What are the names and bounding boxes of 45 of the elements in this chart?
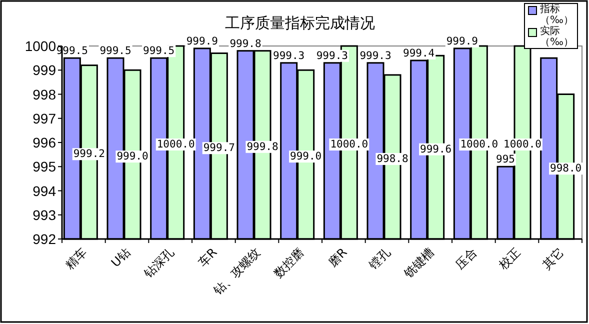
x-tick-label: 钻深孔 bbox=[140, 245, 176, 282]
legend-label: 指标（‰） bbox=[540, 4, 574, 26]
x-tick-label: 车R bbox=[196, 245, 220, 270]
data-label: 999.6 bbox=[420, 143, 452, 156]
data-label: 998.8 bbox=[376, 152, 408, 165]
x-tick-label: 镗孔 bbox=[366, 245, 394, 273]
x-tick-label: U钻 bbox=[108, 245, 134, 270]
data-label: 995 bbox=[496, 154, 515, 166]
data-label: 1000.0 bbox=[460, 138, 498, 150]
data-label: 998.0 bbox=[550, 162, 582, 175]
data-label: 999.9 bbox=[446, 35, 478, 48]
data-label: 999.3 bbox=[273, 50, 305, 62]
data-label: 999.0 bbox=[290, 150, 322, 163]
y-tick-label: 1000 bbox=[24, 38, 56, 54]
data-label: 999.2 bbox=[73, 148, 105, 160]
legend-label: 实际（‰） bbox=[540, 26, 574, 48]
x-tick-label: 校正 bbox=[496, 245, 524, 273]
y-tick-label: 995 bbox=[32, 158, 56, 175]
x-tick-label: 精车 bbox=[62, 245, 90, 272]
y-tick-label: 994 bbox=[32, 182, 56, 199]
y-tick-label: 992 bbox=[32, 231, 56, 247]
data-label: 999.5 bbox=[143, 45, 175, 58]
x-tick-label: 磨R bbox=[326, 245, 350, 270]
chart-title: 工序质量指标完成情况 bbox=[225, 14, 375, 32]
data-label: 1000.0 bbox=[504, 138, 542, 150]
data-label: 999.3 bbox=[360, 50, 392, 62]
y-tick-label: 996 bbox=[32, 134, 56, 150]
y-tick-label: 998 bbox=[32, 86, 56, 102]
y-tick-label: 999 bbox=[32, 62, 56, 78]
data-label: 999.4 bbox=[403, 47, 435, 60]
data-label: 999.5 bbox=[100, 45, 132, 58]
x-tick-label: 数控磨 bbox=[271, 245, 306, 281]
data-label: 999.8 bbox=[230, 38, 262, 50]
x-tick-label: 其它 bbox=[540, 245, 566, 272]
x-tick-label: 压合 bbox=[452, 245, 480, 272]
x-tick-label: 铣键槽 bbox=[400, 245, 436, 282]
data-label: 1000.0 bbox=[156, 138, 195, 150]
y-tick-label: 993 bbox=[32, 206, 56, 223]
data-label: 999.9 bbox=[186, 35, 218, 48]
data-label: 999.8 bbox=[246, 140, 278, 153]
data-label: 999.3 bbox=[316, 50, 348, 62]
data-label: 999.0 bbox=[116, 150, 148, 163]
data-label: 999.7 bbox=[203, 142, 235, 154]
y-tick-label: 997 bbox=[32, 110, 56, 126]
data-label: 1000.0 bbox=[330, 138, 368, 150]
